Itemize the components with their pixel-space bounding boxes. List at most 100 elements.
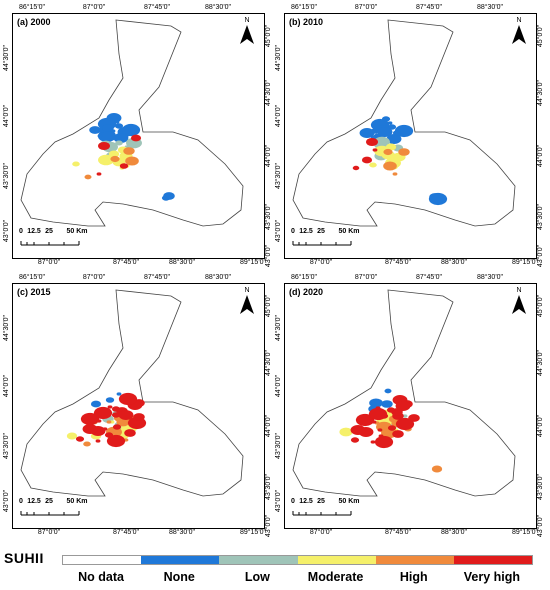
suhii-very-high-patch xyxy=(96,419,102,423)
longitude-tick-bottom: 89°15'0" xyxy=(511,259,539,266)
longitude-tick-bottom: 89°15'0" xyxy=(239,259,267,266)
scale-bar-label: 0 xyxy=(291,498,295,505)
suhii-none-patch xyxy=(369,398,383,408)
suhii-none-patch xyxy=(359,128,375,138)
latitude-tick-left: 44°0'0" xyxy=(3,374,10,398)
suhii-high-patch xyxy=(383,161,397,171)
suhii-moderate-patch xyxy=(339,427,353,437)
legend-swatch-high xyxy=(375,556,454,564)
latitude-tick-right: 44°30'0" xyxy=(537,349,544,377)
latitude-tick-left: 43°30'0" xyxy=(275,432,282,460)
latitude-tick-left: 43°0'0" xyxy=(275,219,282,243)
legend-label-very-high: Very high xyxy=(463,570,521,584)
map-panel: (b) 2010 N 0 12.5 25 50 Km 86°15'0" 87°0'0" 87°4… xyxy=(272,0,547,270)
suhii-high-patch xyxy=(398,148,410,156)
suhii-very-high-patch xyxy=(366,138,378,146)
study-area-boundary xyxy=(292,289,516,497)
suhii-very-high-patch xyxy=(107,405,113,409)
longitude-tick-top: 88°30'0" xyxy=(476,274,504,281)
suhii-none-patch xyxy=(121,123,141,137)
map-panel: (c) 2015 N 0 12.5 25 50 Km 86°15'0" 87°0'0" 87°4… xyxy=(0,270,275,540)
suhii-none-patch xyxy=(97,134,103,138)
suhii-classes-layer xyxy=(72,113,175,201)
suhii-low-patch xyxy=(115,140,123,146)
suhii-high-patch xyxy=(84,174,92,180)
longitude-tick-top: 87°0'0" xyxy=(82,274,106,281)
suhii-very-high-patch xyxy=(118,392,138,406)
legend-swatch-none xyxy=(141,556,220,564)
scale-bar-label: 0 xyxy=(19,498,23,505)
study-area-map xyxy=(292,289,516,497)
suhii-very-high-patch xyxy=(119,163,129,169)
suhii-classes-layer xyxy=(66,392,147,448)
suhii-moderate-patch xyxy=(66,432,78,440)
legend-label-low: Low xyxy=(244,570,270,584)
latitude-tick-right: 43°30'0" xyxy=(537,473,544,501)
north-arrow-icon: N xyxy=(239,17,255,45)
longitude-tick-bottom: 87°45'0" xyxy=(384,259,412,266)
scale-bar: 0 12.5 25 50 Km xyxy=(291,228,361,250)
scale-bar-label: 0 xyxy=(19,228,23,235)
north-arrow-icon: N xyxy=(239,287,255,315)
map-panel: (d) 2020 N 0 12.5 25 50 Km 86°15'0" 87°0'0" 87°4… xyxy=(272,270,547,540)
suhii-none-patch xyxy=(392,130,402,136)
longitude-tick-top: 86°15'0" xyxy=(18,4,46,11)
study-area-map xyxy=(20,289,244,497)
suhii-high-patch xyxy=(83,441,91,447)
scale-bar: 0 12.5 25 50 Km xyxy=(291,498,361,520)
suhii-very-high-patch xyxy=(80,412,100,426)
suhii-none-patch xyxy=(102,124,114,132)
suhii-none-patch xyxy=(381,116,391,122)
suhii-very-high-patch xyxy=(98,142,110,150)
suhii-very-high-patch xyxy=(106,434,126,448)
suhii-very-high-patch xyxy=(350,437,360,443)
longitude-tick-top: 87°0'0" xyxy=(82,4,106,11)
suhii-moderate-patch xyxy=(108,150,120,158)
longitude-tick-top: 86°15'0" xyxy=(18,274,46,281)
latitude-tick-right: 43°0'0" xyxy=(537,514,544,538)
scale-bar-label: 50 Km xyxy=(338,498,360,505)
longitude-tick-bottom: 87°0'0" xyxy=(309,259,333,266)
suhii-high-patch xyxy=(392,172,398,176)
suhii-high-patch xyxy=(125,156,139,166)
scale-bar-label: 0 xyxy=(291,228,295,235)
suhii-moderate-patch xyxy=(369,162,377,168)
suhii-very-high-patch xyxy=(387,425,397,431)
suhii-none-patch xyxy=(387,121,393,125)
suhii-very-high-patch xyxy=(118,410,134,420)
suhii-high-patch xyxy=(383,148,393,156)
panel-label: (b) 2010 xyxy=(289,17,324,27)
latitude-tick-right: 45°0'0" xyxy=(537,24,544,48)
longitude-tick-bottom: 88°30'0" xyxy=(168,529,196,536)
latitude-tick-right: 44°30'0" xyxy=(537,79,544,107)
latitude-tick-left: 43°0'0" xyxy=(3,219,10,243)
north-letter: N xyxy=(244,287,250,294)
suhii-none-patch xyxy=(114,123,124,129)
suhii-high-patch xyxy=(110,155,120,163)
longitude-tick-top: 87°0'0" xyxy=(354,274,378,281)
suhii-very-high-patch xyxy=(96,172,102,176)
latitude-tick-left: 44°0'0" xyxy=(275,104,282,128)
latitude-tick-left: 44°30'0" xyxy=(3,44,10,72)
map-frame: (c) 2015 N 0 12.5 25 50 Km xyxy=(12,283,265,529)
scale-bar-label: 25 xyxy=(45,498,53,505)
map-frame: (a) 2000 N 0 12.5 25 50 Km xyxy=(12,13,265,259)
suhii-none-patch xyxy=(381,400,393,408)
suhii-none-patch xyxy=(97,129,117,143)
suhii-classes-layer xyxy=(352,116,448,206)
latitude-tick-right: 44°0'0" xyxy=(537,414,544,438)
suhii-high-patch xyxy=(106,420,112,424)
map-panel: (a) 2000 N 0 12.5 25 50 Km 86°15'0" 87°0'0" 87°4… xyxy=(0,0,275,270)
suhii-none-patch xyxy=(105,397,115,403)
scale-bar-label: 50 Km xyxy=(66,228,88,235)
latitude-tick-left: 43°30'0" xyxy=(3,162,10,190)
longitude-tick-top: 87°0'0" xyxy=(354,4,378,11)
legend-swatch-very-high xyxy=(453,556,533,564)
latitude-tick-right: 45°0'0" xyxy=(537,294,544,318)
suhii-moderate-patch xyxy=(98,154,114,166)
suhii-high-patch xyxy=(431,465,443,473)
legend-labels: No data None Low Moderate High Very high xyxy=(62,570,531,588)
legend-swatch-moderate xyxy=(297,556,376,564)
suhii-very-high-patch xyxy=(408,414,420,422)
scale-bar: 0 12.5 25 50 Km xyxy=(19,498,89,520)
